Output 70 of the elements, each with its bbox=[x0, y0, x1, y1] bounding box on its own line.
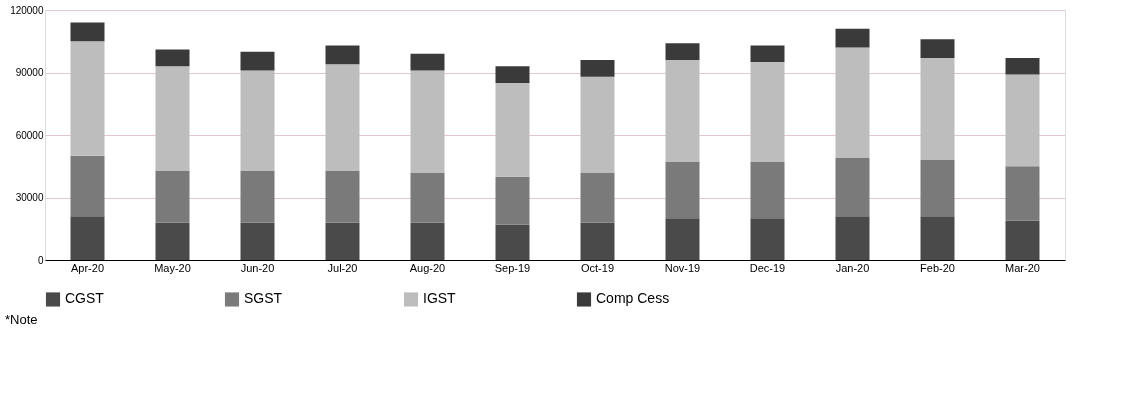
bar bbox=[325, 45, 360, 65]
bar bbox=[410, 70, 445, 173]
bar bbox=[920, 57, 955, 160]
bar bbox=[750, 218, 785, 260]
x-tick-label: Mar-20 bbox=[1005, 261, 1040, 274]
legend-label: SGST bbox=[244, 290, 283, 307]
bar bbox=[835, 28, 870, 48]
y-tick-label: 30000 bbox=[15, 192, 44, 203]
bar bbox=[750, 162, 785, 219]
x-tick-label: May-20 bbox=[154, 261, 191, 274]
legend-label: Comp Cess bbox=[596, 290, 670, 307]
bar bbox=[495, 66, 530, 83]
bar bbox=[410, 172, 445, 223]
x-tick-label: Sep-19 bbox=[494, 261, 531, 274]
bar bbox=[1005, 74, 1040, 167]
bar bbox=[665, 162, 700, 219]
bar bbox=[70, 41, 105, 156]
bar bbox=[495, 224, 530, 260]
bar bbox=[70, 22, 105, 42]
bar bbox=[410, 53, 445, 71]
bar bbox=[580, 222, 615, 260]
x-tick-label: Nov-19 bbox=[664, 261, 701, 274]
bar bbox=[580, 172, 615, 223]
bar bbox=[70, 155, 105, 217]
legend-label: CGST bbox=[65, 290, 105, 307]
bar bbox=[155, 170, 190, 223]
bar bbox=[240, 70, 275, 171]
bar bbox=[920, 39, 955, 58]
bar bbox=[750, 45, 785, 63]
x-tick-label: Jan-20 bbox=[835, 261, 870, 274]
bar bbox=[920, 216, 955, 260]
y-tick-label: 0 bbox=[37, 254, 44, 266]
legend-label: IGST bbox=[423, 290, 457, 307]
text: *Note bbox=[5, 312, 38, 327]
bar bbox=[835, 47, 870, 158]
y-tick-label: 60000 bbox=[15, 129, 44, 141]
x-tick-label: Oct-19 bbox=[580, 261, 615, 274]
x-tick-label: Dec-19 bbox=[749, 261, 786, 274]
bar bbox=[665, 43, 700, 60]
bar bbox=[920, 160, 955, 217]
x-tick-label: Apr-20 bbox=[70, 261, 105, 274]
bar bbox=[325, 222, 360, 260]
bar bbox=[1005, 166, 1040, 221]
bar bbox=[495, 176, 530, 225]
bar bbox=[1005, 220, 1040, 260]
bar bbox=[1005, 57, 1040, 75]
bar bbox=[580, 60, 615, 77]
bar bbox=[665, 218, 700, 260]
bar bbox=[665, 60, 700, 163]
bar bbox=[240, 222, 275, 260]
bar bbox=[835, 216, 870, 260]
bar bbox=[835, 157, 870, 217]
bar bbox=[155, 66, 190, 171]
bar bbox=[240, 170, 275, 223]
bar bbox=[325, 170, 360, 223]
bar bbox=[495, 82, 530, 177]
bar bbox=[155, 222, 190, 260]
y-tick-label: 120000 bbox=[10, 4, 44, 16]
bar bbox=[325, 64, 360, 171]
bar bbox=[750, 62, 785, 163]
bar bbox=[155, 49, 190, 67]
bar bbox=[410, 222, 445, 260]
x-tick-label: Jul-20 bbox=[327, 261, 358, 274]
x-tick-label: Feb-20 bbox=[920, 261, 955, 274]
bar bbox=[240, 51, 275, 71]
bar bbox=[70, 216, 105, 260]
bar bbox=[580, 76, 615, 173]
x-tick-label: Aug-20 bbox=[409, 261, 446, 274]
y-tick-label: 90000 bbox=[15, 67, 44, 78]
x-tick-label: Jun-20 bbox=[240, 261, 275, 274]
